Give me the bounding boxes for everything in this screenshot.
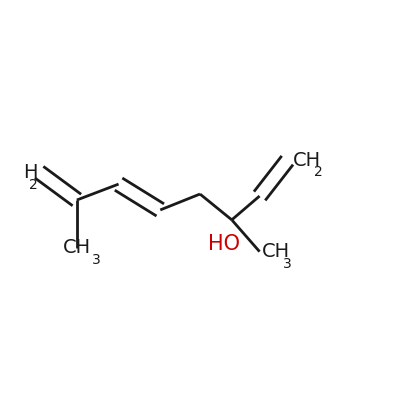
Text: H: H [23, 163, 37, 182]
Text: 3: 3 [283, 256, 291, 270]
Text: CH: CH [293, 151, 322, 170]
Text: 2: 2 [314, 165, 323, 179]
Text: 2: 2 [29, 178, 38, 192]
Text: HO: HO [208, 234, 240, 254]
Text: CH: CH [262, 242, 290, 261]
Text: CH: CH [63, 238, 91, 257]
Text: 3: 3 [92, 252, 101, 266]
